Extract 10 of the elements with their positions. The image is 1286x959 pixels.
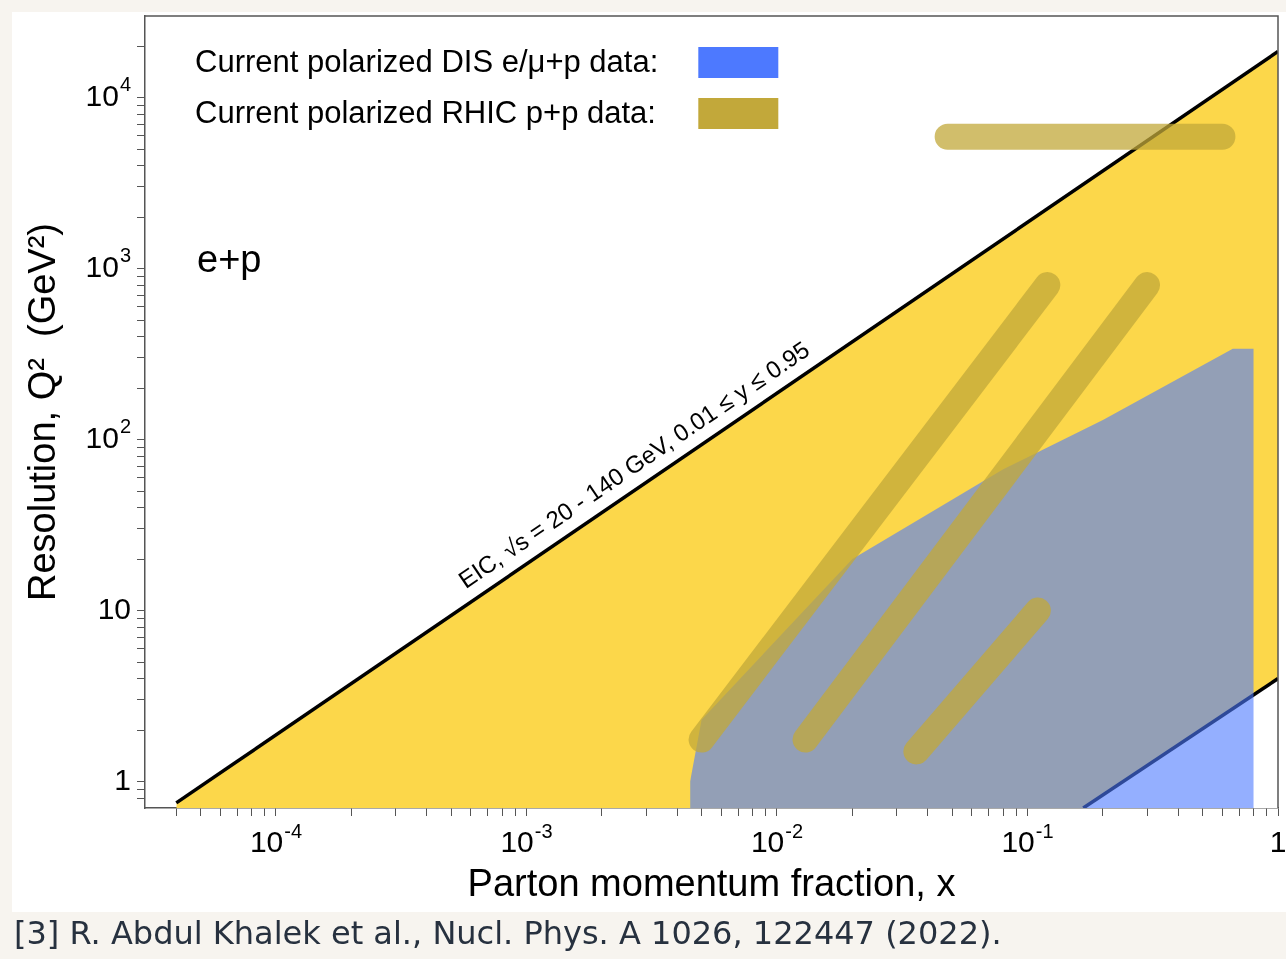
y-axis-title: Resolution, Q² (GeV²) [21,223,64,601]
annotation: EIC, √s = 20 - 140 GeV, 0.01 ≤ y ≤ 0.95 [453,335,815,594]
y-tick-label: 1 [114,762,131,796]
x-axis-title: Parton momentum fraction, x [467,861,956,904]
y-tick-label: 10 [97,591,132,625]
legend-label: Current polarized RHIC p+p data: [195,94,656,130]
annotation: e+p [197,238,262,280]
text: [3] R. Abdul Khalek et al., Nucl. Phys. A 1026, 122447 (2022). [14,914,1002,952]
legend-label: Current polarized DIS e/μ+p data: [195,43,659,79]
x-tick-label: 1 [1269,825,1286,859]
